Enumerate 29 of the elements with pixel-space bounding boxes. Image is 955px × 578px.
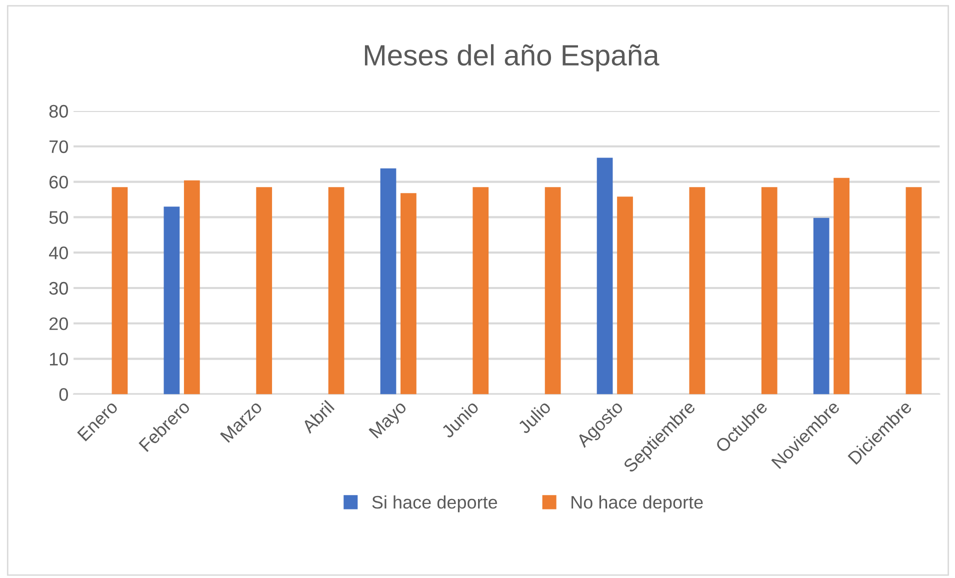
- chart-title: Meses del año España: [364, 44, 660, 72]
- bar: [689, 187, 706, 394]
- y-tick-label: 40: [49, 246, 68, 260]
- bar: [256, 187, 272, 394]
- bar: [834, 178, 850, 394]
- bar: [112, 187, 128, 394]
- bar: [184, 180, 200, 394]
- bar: [906, 187, 922, 394]
- bar: [328, 187, 344, 394]
- y-tick-label: 80: [49, 104, 68, 118]
- y-tick-label: 30: [49, 282, 68, 295]
- bar: [472, 187, 489, 394]
- y-tick-label: 60: [50, 176, 68, 188]
- bar: [380, 168, 396, 394]
- bar: [400, 193, 416, 394]
- bar: [164, 206, 180, 394]
- y-tick-label: 0: [59, 388, 68, 401]
- legend-label: No hace deporte: [572, 495, 703, 512]
- y-tick-label: 10: [50, 352, 68, 366]
- bar: [544, 187, 561, 394]
- bar: [761, 187, 778, 394]
- y-tick-label: 70: [50, 140, 68, 154]
- x-tick-label: Julio: [516, 400, 552, 434]
- bar: [596, 158, 613, 394]
- y-tick-label: 20: [50, 317, 68, 330]
- y-tick-label: 50: [49, 211, 68, 224]
- legend-label: Si hace deporte: [372, 495, 498, 512]
- bar: [813, 218, 830, 394]
- bar: [617, 196, 633, 394]
